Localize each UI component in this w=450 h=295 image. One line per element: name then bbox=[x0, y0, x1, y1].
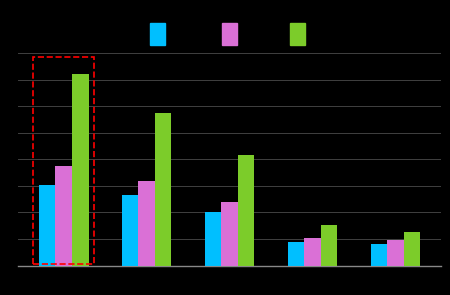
Bar bbox=[205, 212, 221, 266]
Bar bbox=[39, 185, 55, 266]
Bar bbox=[72, 74, 89, 266]
Bar bbox=[55, 166, 72, 266]
Bar bbox=[304, 238, 321, 266]
Bar bbox=[222, 23, 237, 45]
Bar bbox=[404, 232, 420, 266]
Bar bbox=[321, 225, 338, 266]
Bar bbox=[387, 240, 404, 266]
Bar bbox=[289, 23, 305, 45]
Bar bbox=[370, 244, 387, 266]
Bar bbox=[288, 242, 304, 266]
Bar bbox=[155, 113, 171, 266]
Bar bbox=[122, 195, 138, 266]
Bar bbox=[238, 155, 254, 266]
Bar bbox=[33, 57, 94, 264]
Bar bbox=[221, 202, 238, 266]
Bar bbox=[138, 181, 155, 266]
Bar bbox=[150, 23, 165, 45]
